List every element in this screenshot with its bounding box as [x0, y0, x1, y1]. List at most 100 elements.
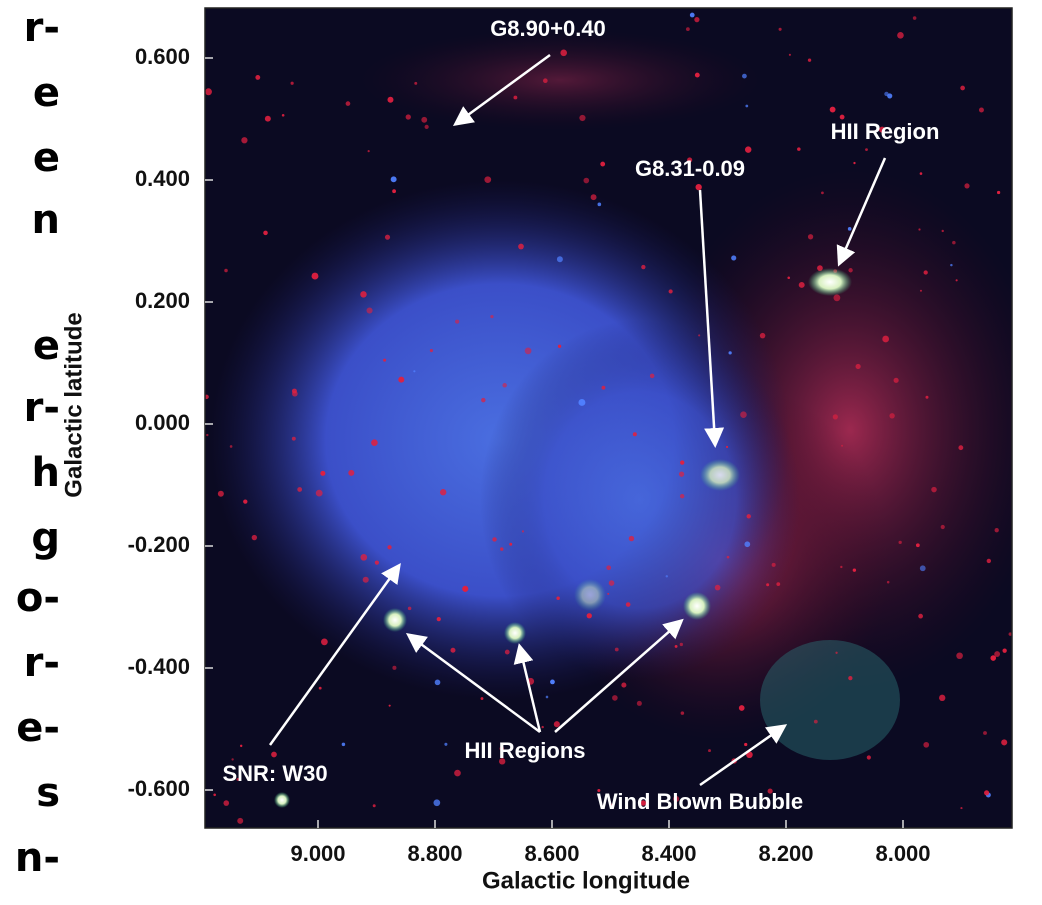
star	[291, 82, 294, 85]
red-filament	[360, 30, 760, 130]
side-fragment: s	[36, 770, 60, 816]
star	[557, 256, 563, 262]
star	[686, 27, 690, 31]
star	[271, 752, 277, 758]
side-fragment: e	[33, 70, 60, 116]
annotation: SNR: W30	[222, 761, 327, 786]
star	[882, 336, 889, 343]
star	[899, 541, 902, 544]
star	[739, 705, 745, 711]
star	[481, 697, 484, 700]
star	[440, 489, 446, 495]
star	[408, 607, 412, 611]
star	[392, 189, 396, 193]
star	[213, 793, 216, 796]
y-tick-label: -0.200	[128, 532, 190, 557]
star	[518, 244, 524, 250]
star	[500, 547, 503, 550]
star	[241, 137, 247, 143]
star	[282, 114, 285, 117]
star	[366, 307, 372, 313]
star	[675, 645, 678, 648]
star	[952, 241, 956, 245]
x-axis-label: Galactic longitude	[482, 867, 690, 894]
side-fragment: e-	[16, 705, 60, 751]
star	[942, 230, 944, 232]
x-tick-label: 8.600	[524, 841, 579, 866]
star	[255, 75, 260, 80]
star	[853, 162, 855, 164]
star	[391, 176, 397, 182]
star	[342, 743, 345, 746]
star	[591, 194, 597, 200]
star	[979, 108, 984, 113]
star	[373, 804, 376, 807]
side-fragment: n-	[15, 835, 60, 881]
source	[274, 792, 290, 808]
star	[265, 116, 271, 122]
star	[984, 790, 989, 795]
star	[612, 695, 618, 701]
star	[321, 639, 328, 646]
star	[558, 345, 561, 348]
star	[600, 162, 605, 167]
star	[698, 334, 700, 336]
side-fragment: r-	[24, 640, 60, 686]
star	[789, 54, 791, 56]
star	[742, 74, 747, 79]
star	[856, 364, 861, 369]
star	[918, 614, 923, 619]
star	[848, 676, 852, 680]
star	[1002, 649, 1006, 653]
hii-source	[808, 268, 852, 296]
star	[319, 687, 322, 690]
star	[680, 494, 684, 498]
star	[853, 568, 856, 571]
star	[433, 799, 440, 806]
x-tick-label: 8.200	[758, 841, 813, 866]
star	[633, 432, 637, 436]
star	[502, 383, 507, 388]
star	[1001, 739, 1007, 745]
x-tick-label: 9.000	[290, 841, 345, 866]
star	[745, 146, 751, 152]
star	[744, 743, 747, 746]
star	[808, 234, 813, 239]
star	[615, 648, 619, 652]
star	[797, 147, 801, 151]
star	[607, 593, 609, 595]
star	[715, 585, 721, 591]
star	[681, 711, 685, 715]
star	[609, 580, 615, 586]
star	[398, 377, 404, 383]
star	[799, 282, 805, 288]
star	[690, 13, 695, 18]
star	[987, 559, 991, 563]
star	[867, 755, 871, 759]
star	[956, 652, 963, 659]
star	[292, 389, 297, 394]
star	[206, 434, 208, 436]
star	[368, 150, 370, 152]
side-fragment: g	[31, 515, 60, 561]
star	[252, 535, 257, 540]
star	[918, 228, 920, 230]
x-tick-label: 8.400	[641, 841, 696, 866]
star	[920, 290, 922, 292]
star	[650, 374, 655, 379]
annotation: G8.31-0.09	[635, 156, 745, 181]
star	[779, 28, 782, 31]
star	[481, 398, 485, 402]
star	[224, 269, 228, 273]
star	[964, 183, 969, 188]
annotation: Wind Blown Bubble	[597, 789, 803, 814]
star	[490, 315, 493, 318]
star	[360, 554, 367, 561]
star	[747, 514, 751, 518]
star	[389, 705, 391, 707]
star	[830, 107, 836, 113]
star	[218, 491, 224, 497]
star	[835, 652, 837, 654]
x-tick-label: 8.000	[875, 841, 930, 866]
